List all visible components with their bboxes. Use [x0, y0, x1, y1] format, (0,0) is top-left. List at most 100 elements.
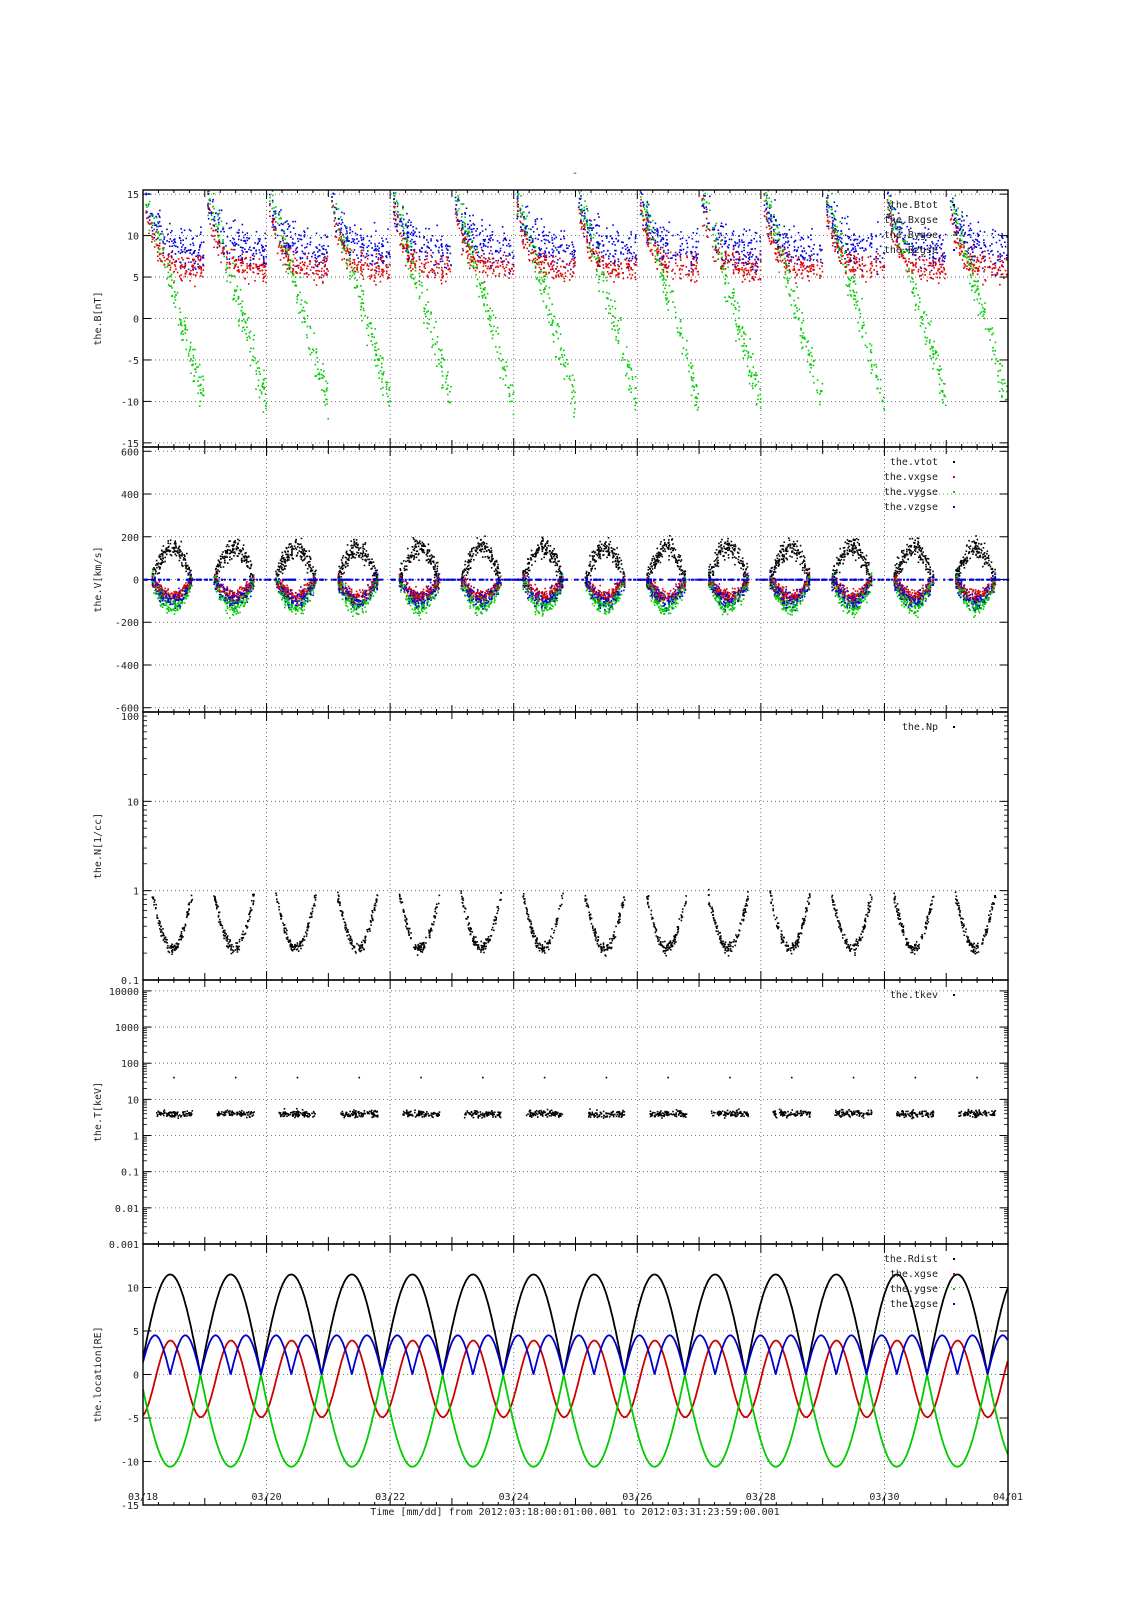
bxgse-point — [402, 237, 404, 240]
bzgse-point — [732, 244, 735, 247]
bxgse-point — [672, 278, 674, 280]
bygse-point — [807, 349, 810, 352]
bzgse-point — [793, 246, 796, 248]
bxgse-point — [271, 217, 274, 220]
bzgse-point — [735, 250, 738, 253]
bygse-point — [595, 257, 598, 260]
bzgse-point — [362, 247, 365, 249]
bygse-point — [357, 271, 359, 273]
bygse-point — [389, 400, 391, 402]
bxgse-point — [486, 274, 489, 277]
bzgse-point — [374, 263, 376, 265]
bzgse-point — [602, 255, 605, 257]
bzgse-point — [360, 236, 362, 239]
bxgse-point — [861, 270, 864, 273]
bxgse-point — [187, 257, 190, 260]
bygse-point — [627, 366, 630, 368]
bxgse-point — [613, 281, 615, 283]
bxgse-point — [400, 235, 403, 237]
bxgse-point — [252, 271, 255, 274]
bxgse-point — [505, 266, 507, 269]
bzgse-point — [250, 249, 252, 252]
bxgse-point — [283, 256, 285, 259]
bygse-point — [557, 337, 560, 340]
bxgse-point — [705, 235, 708, 238]
bygse-point — [382, 373, 384, 376]
bxgse-point — [630, 268, 632, 270]
bxgse-point — [240, 258, 243, 260]
bygse-point — [484, 310, 487, 313]
bygse-point — [241, 300, 244, 303]
bygse-point — [784, 273, 787, 275]
bzgse-point — [719, 225, 722, 228]
bygse-point — [688, 364, 690, 367]
bxgse-point — [538, 261, 540, 264]
bxgse-point — [833, 232, 836, 234]
bygse-point — [844, 242, 847, 245]
bxgse-point — [283, 246, 286, 248]
bxgse-point — [763, 210, 766, 213]
bxgse-point — [478, 260, 480, 262]
bzgse-point — [300, 238, 303, 241]
bzgse-point — [170, 255, 173, 257]
bygse-point — [737, 333, 739, 335]
bzgse-point — [659, 226, 662, 229]
bzgse-point — [166, 240, 168, 242]
bygse-point — [194, 348, 196, 351]
bzgse-point — [580, 204, 583, 207]
bxgse-point — [311, 266, 313, 269]
bygse-point — [685, 349, 688, 351]
bzgse-point — [406, 247, 408, 250]
bxgse-point — [816, 273, 818, 276]
bzgse-point — [471, 228, 473, 231]
bzgse-point — [516, 191, 519, 194]
bxgse-point — [353, 259, 356, 261]
bzgse-point — [720, 222, 723, 225]
bxgse-point — [630, 259, 633, 262]
bxgse-point — [672, 268, 674, 271]
bxgse-point — [469, 264, 472, 266]
bzgse-point — [681, 243, 683, 245]
bxgse-point — [440, 282, 443, 285]
bygse-point — [845, 284, 848, 286]
bygse-point — [470, 264, 473, 267]
bzgse-point — [296, 237, 299, 240]
bygse-point — [879, 378, 882, 381]
bzgse-point — [441, 249, 443, 251]
bzgse-point — [656, 241, 659, 243]
bxgse-point — [560, 265, 562, 268]
bygse-point — [802, 332, 805, 334]
bxgse-point — [743, 272, 746, 274]
bzgse-point — [183, 248, 186, 251]
bygse-point — [722, 267, 725, 270]
bygse-point — [367, 334, 370, 337]
bxgse-point — [692, 258, 695, 261]
bxgse-point — [333, 225, 336, 228]
bzgse-point — [685, 239, 688, 242]
bxgse-point — [377, 273, 380, 276]
bzgse-point — [283, 232, 286, 235]
bygse-point — [198, 405, 201, 407]
bygse-point — [627, 364, 629, 367]
bzgse-point — [651, 231, 654, 233]
bzgse-point — [504, 237, 506, 239]
bxgse-point — [509, 269, 511, 272]
bzgse-point — [249, 259, 252, 262]
bxgse-point — [213, 246, 215, 249]
bygse-point — [647, 228, 650, 230]
bygse-point — [582, 220, 585, 222]
bzgse-point — [370, 235, 372, 238]
bygse-point — [250, 347, 252, 350]
bxgse-point — [835, 238, 837, 240]
bxgse-point — [556, 271, 558, 274]
bygse-point — [724, 282, 726, 285]
bzgse-point — [161, 230, 163, 233]
bxgse-point — [545, 271, 547, 274]
bygse-point — [589, 223, 592, 225]
bzgse-point — [852, 244, 855, 246]
bygse-point — [387, 395, 389, 398]
bygse-point — [651, 237, 654, 239]
bzgse-point — [439, 260, 442, 263]
bzgse-point — [528, 236, 531, 239]
bygse-point — [707, 228, 709, 230]
